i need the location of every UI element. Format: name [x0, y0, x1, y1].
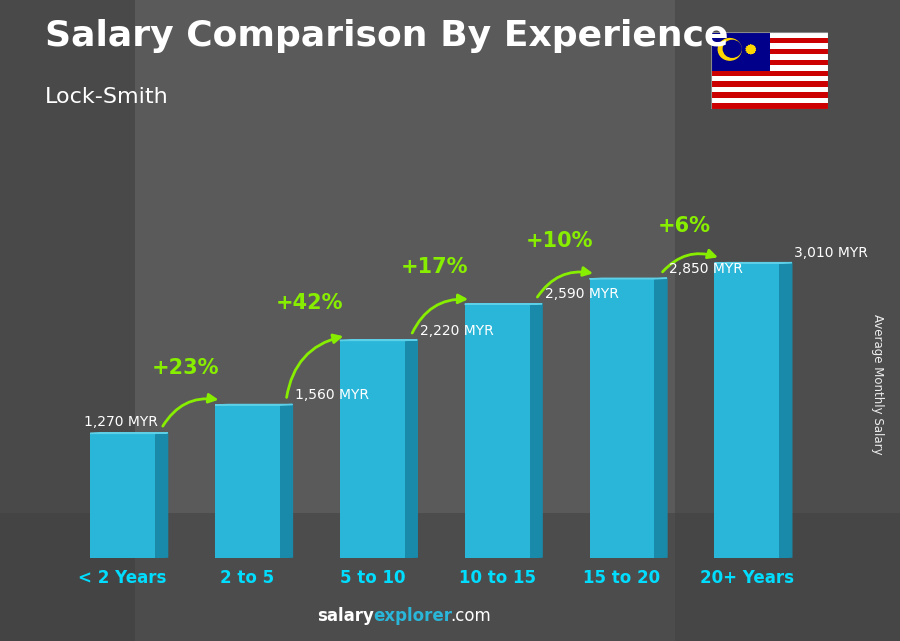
- Bar: [90, 433, 155, 558]
- Text: Salary Comparison By Experience: Salary Comparison By Experience: [45, 19, 728, 53]
- Text: salary: salary: [317, 607, 373, 625]
- Bar: [340, 340, 405, 558]
- Polygon shape: [654, 278, 667, 558]
- Bar: [590, 279, 654, 558]
- Text: +17%: +17%: [401, 257, 469, 277]
- Bar: [711, 103, 828, 109]
- Bar: [464, 304, 529, 558]
- Bar: [711, 87, 828, 92]
- Bar: [0, 513, 900, 641]
- Text: +42%: +42%: [276, 293, 344, 313]
- Text: 1,560 MYR: 1,560 MYR: [295, 388, 369, 402]
- Bar: [215, 405, 280, 558]
- Bar: [711, 49, 828, 54]
- Polygon shape: [405, 340, 418, 558]
- Bar: [711, 54, 828, 60]
- Bar: [675, 0, 900, 641]
- Text: 2,590 MYR: 2,590 MYR: [544, 287, 618, 301]
- Bar: [711, 71, 828, 76]
- Bar: [711, 60, 828, 65]
- Text: +6%: +6%: [658, 216, 711, 236]
- Bar: [711, 32, 770, 71]
- Text: Average Monthly Salary: Average Monthly Salary: [871, 314, 884, 455]
- Polygon shape: [779, 263, 792, 558]
- Bar: [711, 32, 828, 38]
- Text: explorer: explorer: [374, 607, 453, 625]
- Text: 2,220 MYR: 2,220 MYR: [419, 324, 493, 338]
- Bar: [711, 81, 828, 87]
- Bar: [711, 76, 828, 81]
- Polygon shape: [529, 304, 542, 558]
- Circle shape: [724, 40, 742, 57]
- Text: 2,850 MYR: 2,850 MYR: [670, 262, 743, 276]
- Bar: [711, 43, 828, 49]
- Polygon shape: [746, 44, 756, 54]
- Bar: [711, 38, 828, 43]
- Bar: [711, 65, 828, 71]
- Bar: [715, 263, 779, 558]
- Text: 1,270 MYR: 1,270 MYR: [84, 415, 158, 429]
- Polygon shape: [155, 433, 167, 558]
- Bar: [711, 92, 828, 98]
- Polygon shape: [280, 404, 292, 558]
- Text: .com: .com: [450, 607, 491, 625]
- Text: +23%: +23%: [151, 358, 219, 378]
- Bar: [711, 98, 828, 103]
- Text: +10%: +10%: [526, 231, 593, 251]
- Text: Lock-Smith: Lock-Smith: [45, 87, 169, 106]
- Bar: [0, 0, 135, 641]
- Text: 3,010 MYR: 3,010 MYR: [795, 246, 868, 260]
- Circle shape: [718, 38, 742, 60]
